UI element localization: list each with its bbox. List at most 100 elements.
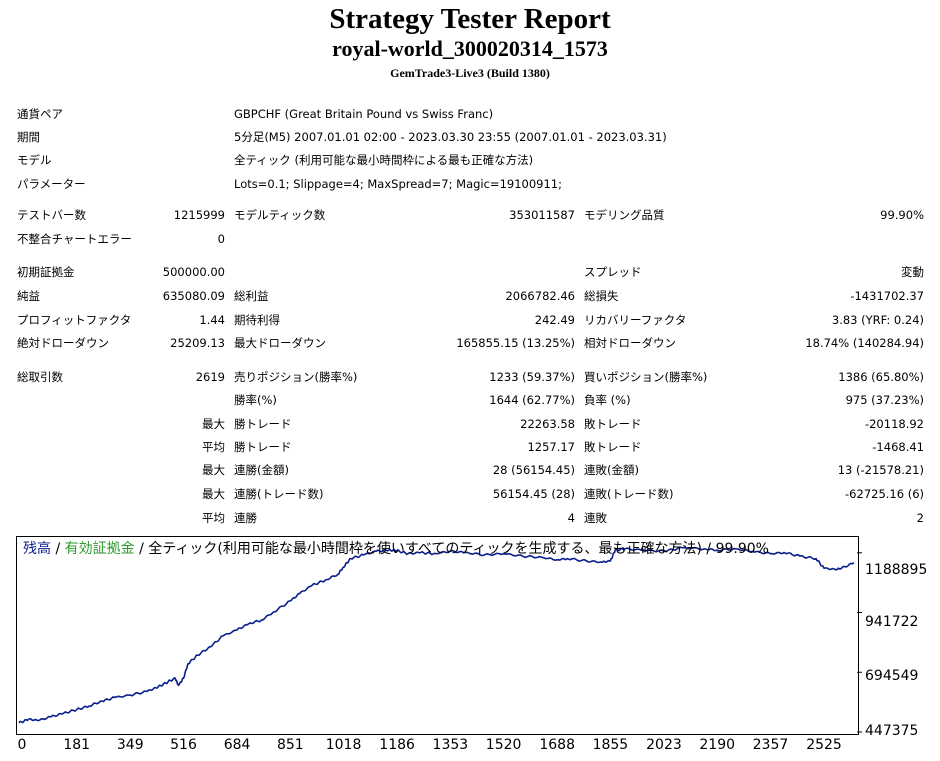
win-label: 勝率(%) [234,393,277,407]
x-tick-label: 181 [63,737,91,753]
abs-dd-label: 絶対ドローダウン [17,336,109,350]
bars-value: 1215999 [173,208,225,222]
y-tick-label: 694549 [865,668,919,684]
legend-balance: 残高 [23,541,51,557]
ticks-label: モデルティック数 [234,208,326,222]
max-profit-label: 連勝(トレード数) [234,487,324,501]
report-server: GemTrade3-Live3 (Build 1380) [390,66,550,80]
x-tick-label: 851 [276,737,304,753]
spread-label: スプレッド [584,265,642,279]
short-label: 売りポジション(勝率%) [234,370,358,384]
expected-label: 期待利得 [234,313,280,327]
avg2-prefix: 平均 [202,511,225,525]
rel-dd-value: 18.74% (140284.94) [805,336,924,350]
gross-profit-label: 総利益 [234,289,269,303]
max-cons-win-label: 連勝(金額) [234,463,289,477]
x-tick-label: 2357 [752,737,789,753]
report-title: Strategy Tester Report [329,3,611,35]
max-cons-win-value: 28 (56154.45) [492,463,575,477]
quality-label: モデリング品質 [584,208,665,222]
avg-win-value: 1257.17 [527,440,575,454]
balance-chart-frame [16,536,859,735]
x-tick-label: 2023 [646,737,682,753]
trades-value: 2619 [195,370,225,384]
model-label: モデル [17,153,52,167]
legend-description: 全ティック(利用可能な最小時間枠を使いすべてのティックを生成する、最も正確な方法… [148,541,769,557]
max-loss-value: -62725.16 (6) [845,487,924,501]
errors-value: 0 [217,232,225,246]
trades-label: 総取引数 [17,370,63,384]
avg-loss-value: -1468.41 [872,440,924,454]
max-cons-loss-value: 13 (-21578.21) [837,463,924,477]
bars-label: テストバー数 [17,208,86,222]
quality-value: 99.90% [880,208,924,222]
legend-equity: 有効証拠金 [64,541,135,557]
avg-cons-loss-value: 2 [916,511,924,525]
period-label: 期間 [17,130,40,144]
largest-loss-value: -20118.92 [864,417,924,431]
rel-dd-label: 相対ドローダウン [584,336,676,350]
chart-legend: 残高 / 有効証拠金 / 全ティック(利用可能な最小時間枠を使いすべてのティック… [23,540,769,558]
params-value: Lots=0.1; Slippage=4; MaxSpread=7; Magic… [234,177,562,191]
report-subtitle: royal-world_300020314_1573 [332,36,608,61]
max-dd-label: 最大ドローダウン [234,336,326,350]
x-tick-label: 1186 [379,737,415,753]
x-tick-label: 1520 [485,737,522,753]
model-value: 全ティック (利用可能な最小時間枠による最も正確な方法) [234,153,534,167]
max-profit-value: 56154.45 (28) [492,487,575,501]
deposit-label: 初期証拠金 [17,265,75,279]
avg-cons-win-value: 4 [567,511,575,525]
x-tick-label: 2525 [806,737,842,753]
short-value: 1233 (59.37%) [489,370,575,384]
loss-label: 負率 (%) [584,393,631,407]
largest-win-label: 勝トレード [234,417,292,431]
x-tick-label: 516 [170,737,197,753]
largest-win-value: 22263.58 [520,417,575,431]
y-tick-label: 447375 [865,723,919,739]
params-label: パラメーター [17,177,86,191]
loss-value: 975 (37.23%) [845,393,924,407]
net-value: 635080.09 [162,289,225,303]
x-tick-label: 0 [17,737,27,753]
pf-value: 1.44 [199,313,225,327]
recovery-value: 3.83 (YRF: 0.24) [831,313,924,327]
period-value: 5分足(M5) 2007.01.01 02:00 - 2023.03.30 23… [234,130,667,144]
avg-loss-label: 敗トレード [584,440,642,454]
win-value: 1644 (62.77%) [489,393,575,407]
pf-label: プロフィットファクタ [17,313,132,327]
gross-loss-label: 総損失 [584,289,619,303]
largest-prefix: 最大 [202,417,225,431]
recovery-label: リカバリーファクタ [584,313,687,327]
x-tick-label: 1353 [432,737,469,753]
x-tick-label: 349 [116,737,144,753]
avg-cons-win-label: 連勝 [234,511,257,525]
long-label: 買いポジション(勝率%) [584,370,708,384]
spread-value: 変動 [901,265,924,279]
max-cons-loss-label: 連敗(金額) [584,463,639,477]
ticks-value: 353011587 [509,208,575,222]
legend-sep-2: / [134,541,149,557]
gross-profit-value: 2066782.46 [505,289,575,303]
max-loss-label: 連敗(トレード数) [584,487,674,501]
avg-cons-loss-label: 連敗 [584,511,607,525]
y-tick-label: 941722 [865,614,919,630]
max2-prefix: 最大 [202,487,225,501]
abs-dd-value: 25209.13 [170,336,225,350]
net-label: 純益 [17,289,40,303]
balance-series-line [18,546,855,724]
max-prefix: 最大 [202,463,225,477]
long-value: 1386 (65.80%) [838,370,924,384]
max-dd-value: 165855.15 (13.25%) [456,336,575,350]
x-tick-label: 1018 [325,737,362,753]
largest-loss-label: 敗トレード [584,417,642,431]
legend-sep-1: / [51,541,65,557]
expected-value: 242.49 [534,313,575,327]
x-tick-label: 1688 [539,737,575,753]
symbol-label: 通貨ペア [17,107,63,121]
gross-loss-value: -1431702.37 [850,289,924,303]
average-prefix: 平均 [202,440,225,454]
deposit-value: 500000.00 [162,265,225,279]
avg-win-label: 勝トレード [234,440,292,454]
symbol-value: GBPCHF (Great Britain Pound vs Swiss Fra… [234,107,494,121]
x-tick-label: 684 [223,737,251,753]
